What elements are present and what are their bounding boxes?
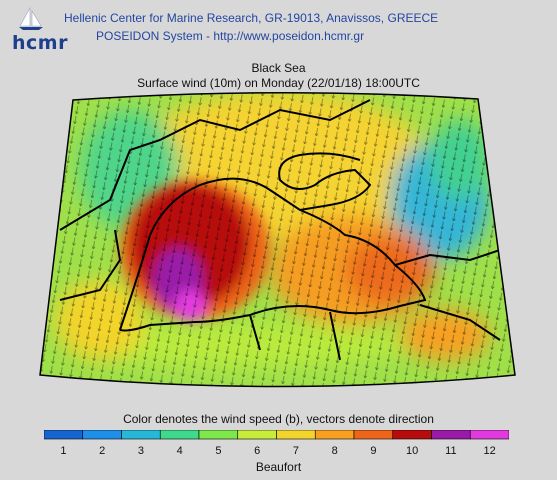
colorbar-tick-label: 4 bbox=[176, 445, 183, 457]
institute-name: Hellenic Center for Marine Research, GR-… bbox=[64, 11, 439, 25]
colorbar-segment bbox=[237, 430, 277, 440]
wind-map bbox=[39, 91, 516, 388]
colorbar-segment bbox=[392, 430, 432, 440]
colorbar-tick-label: 10 bbox=[406, 445, 419, 457]
colorbar-tick-label: 11 bbox=[445, 445, 457, 457]
beaufort-colorbar bbox=[44, 430, 509, 440]
hcmr-logo: hcmr bbox=[6, 6, 67, 54]
logo-text: hcmr bbox=[12, 32, 68, 54]
colorbar-unit: Beaufort bbox=[255, 460, 302, 474]
colorbar-segment bbox=[121, 430, 161, 440]
colorbar-tick-label: 12 bbox=[483, 445, 496, 457]
colorbar-segment bbox=[314, 430, 355, 440]
wind-speed-field bbox=[40, 92, 515, 387]
colorbar-segment bbox=[82, 430, 122, 440]
map-subtitle: Surface wind (10m) on Monday (22/01/18) … bbox=[137, 76, 420, 90]
colorbar-tick-label: 2 bbox=[99, 445, 106, 457]
map-title: Black Sea bbox=[251, 61, 306, 75]
colorbar-segment bbox=[469, 430, 509, 440]
colorbar-segment bbox=[276, 430, 316, 440]
colorbar-tick-label: 1 bbox=[60, 445, 67, 457]
colorbar-segment bbox=[159, 430, 200, 440]
colorbar-segment bbox=[353, 430, 394, 440]
colorbar-tick-label: 6 bbox=[254, 445, 261, 457]
colorbar-tick-label: 7 bbox=[292, 445, 299, 457]
map-frame bbox=[39, 91, 516, 388]
colorbar-tick-label: 9 bbox=[370, 445, 377, 457]
coastlines bbox=[59, 99, 501, 361]
legend-caption: Color denotes the wind speed (b), vector… bbox=[123, 412, 434, 426]
colorbar-tick-label: 5 bbox=[215, 445, 222, 457]
system-url: POSEIDON System - http://www.poseidon.hc… bbox=[96, 29, 365, 43]
colorbar-tick-label: 8 bbox=[331, 445, 338, 457]
sailboat-icon bbox=[19, 6, 43, 30]
colorbar-segment bbox=[431, 430, 471, 440]
colorbar-tick-label: 3 bbox=[137, 445, 144, 457]
colorbar-segment bbox=[44, 430, 84, 440]
colorbar-segment bbox=[198, 430, 239, 440]
